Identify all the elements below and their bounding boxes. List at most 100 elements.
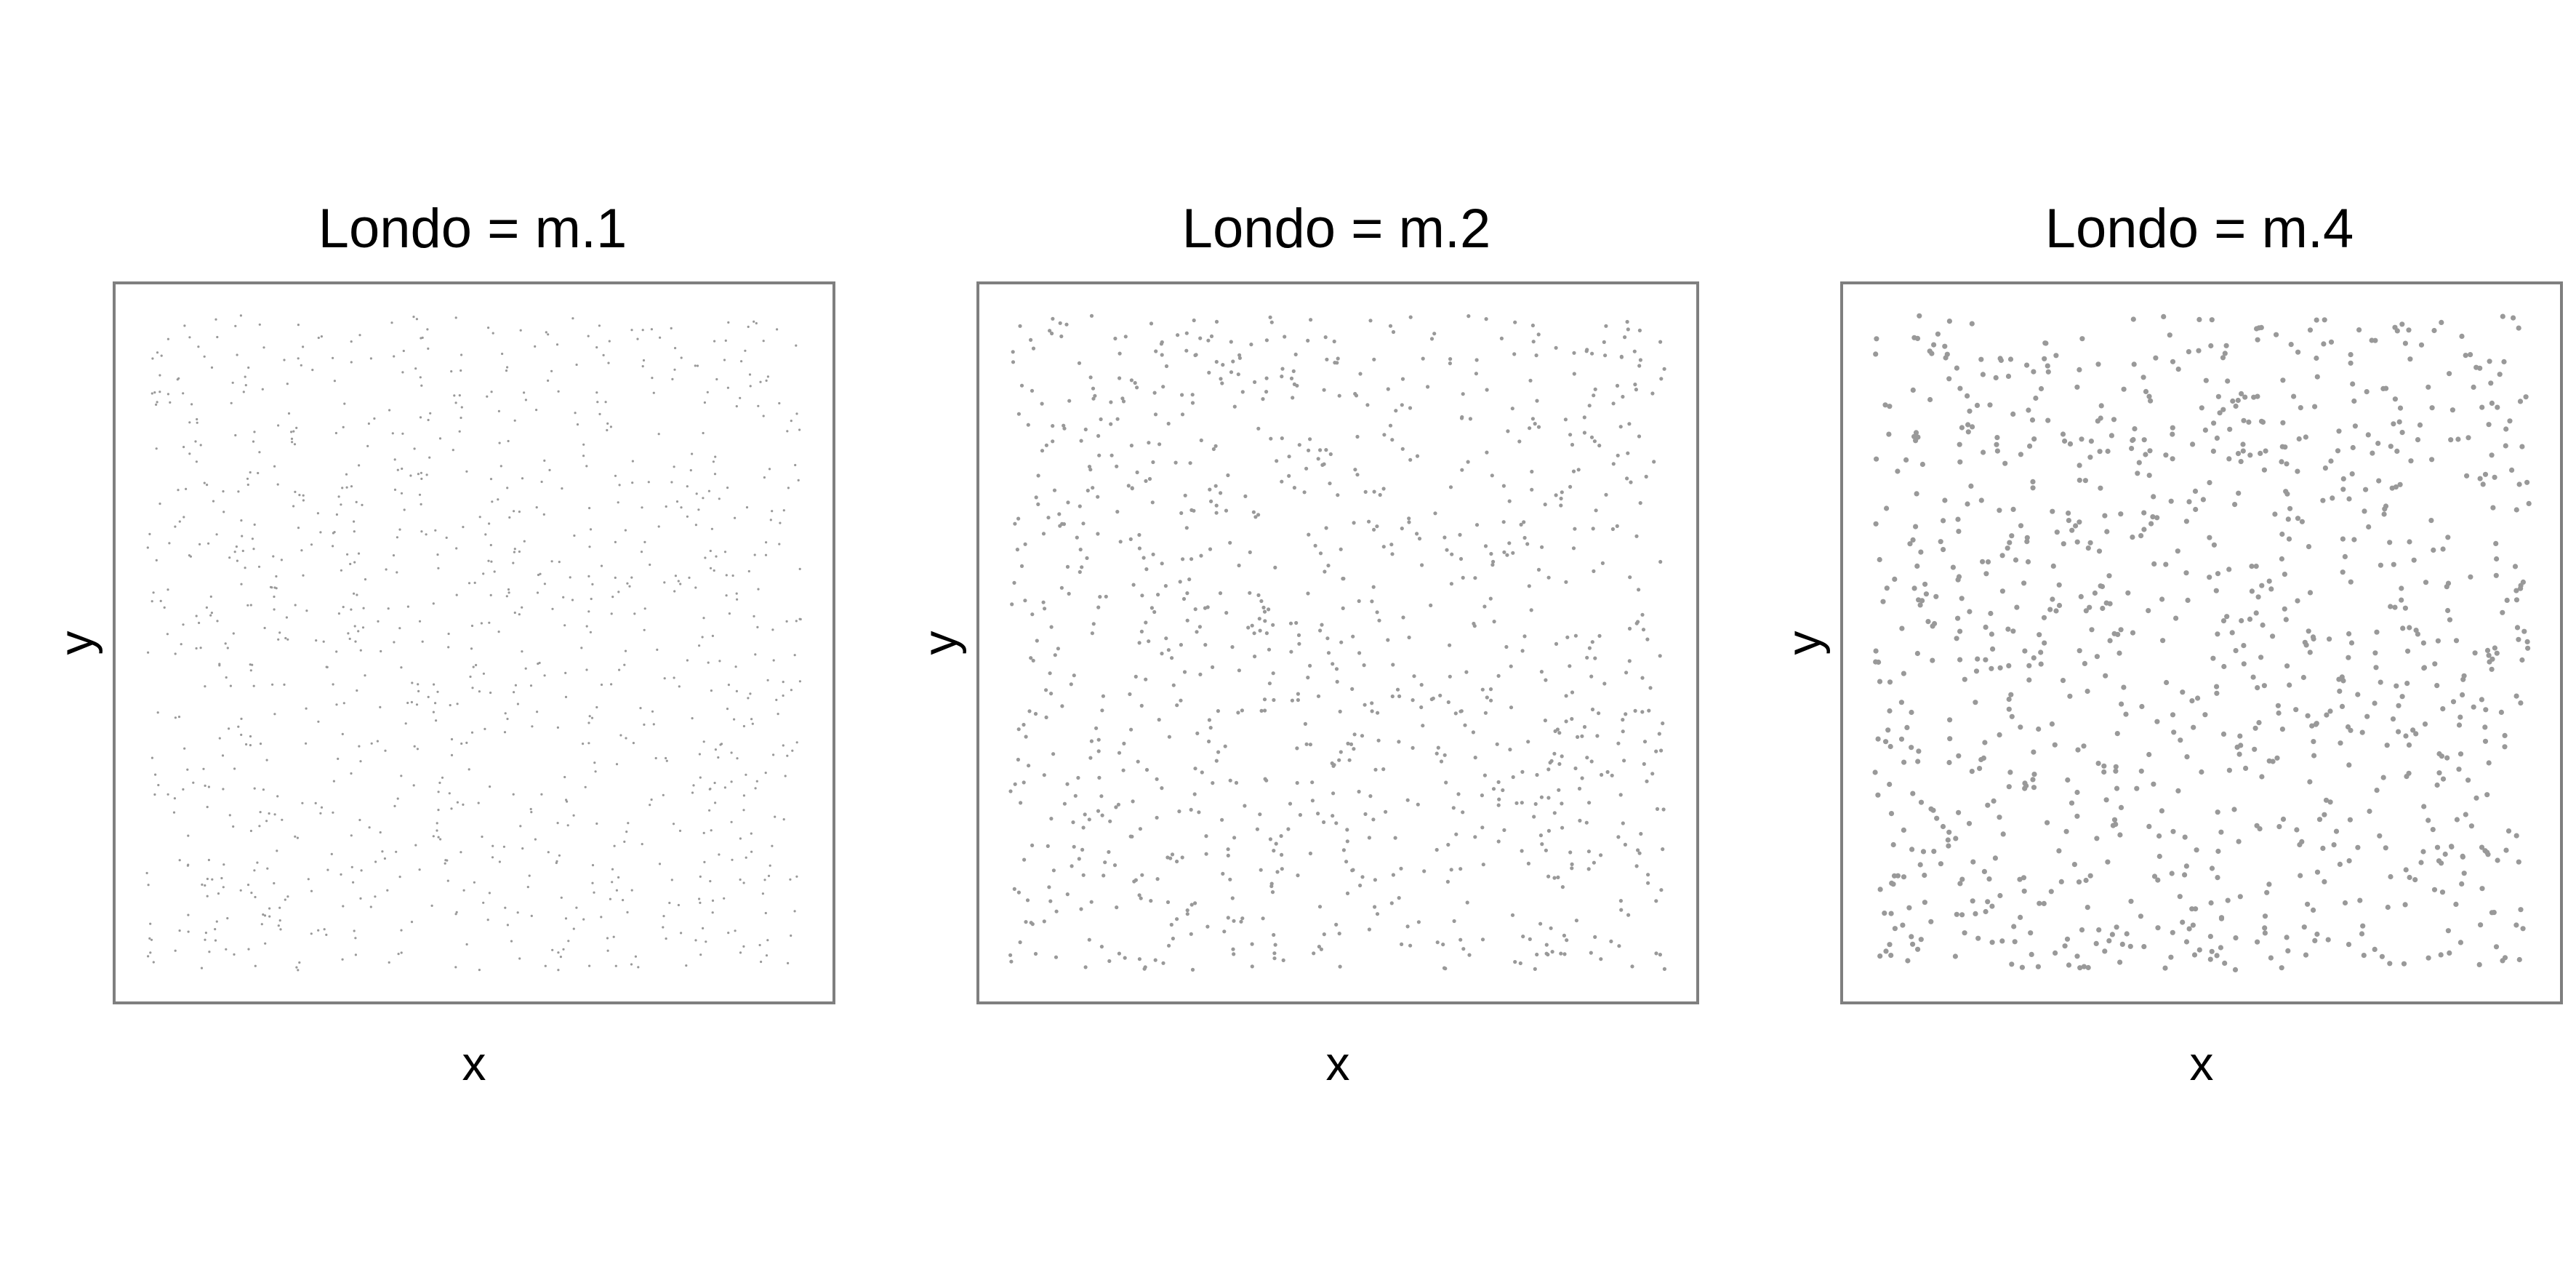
scatter-point [1170,656,1174,660]
scatter-point [1015,548,1019,552]
scatter-point [1041,532,1046,536]
scatter-point [187,863,190,866]
scatter-point [548,468,551,472]
scatter-point [1313,543,1317,548]
scatter-point [419,416,422,419]
scatter-point [1405,798,1410,802]
scatter-point [1507,499,1512,503]
scatter-point [188,421,191,424]
scatter-point [2160,638,2166,644]
scatter-point [1446,700,1450,705]
scatter-point [254,895,257,899]
scatter-point [1459,416,1464,420]
scatter-point [296,836,299,839]
scatter-point [326,868,329,871]
scatter-point [1618,899,1623,903]
scatter-point [1400,942,1404,946]
scatter-point [2184,754,2190,760]
scatter-point [1194,353,1198,357]
scatter-point [2050,596,2055,602]
scatter-point [2295,349,2301,355]
scatter-point [1496,673,1501,679]
scatter-point [2346,762,2352,768]
scatter-point [1304,466,1309,471]
scatter-point [1283,335,1287,339]
scatter-point [1560,885,1565,889]
scatter-point [2394,448,2400,455]
scatter-point [292,505,295,508]
scatter-point [462,889,465,892]
scatter-point [2322,812,2327,817]
scatter-point [2483,707,2489,713]
scatter-point [1662,967,1666,971]
scatter-point [273,881,276,885]
scatter-point [2106,938,2112,944]
scatter-point [1027,709,1032,713]
scatter-point [1582,431,1586,435]
scatter-point [1138,827,1142,831]
scatter-point [1355,473,1360,477]
scatter-point [790,934,793,937]
scatter-point [1965,501,1970,507]
scatter-point [398,876,401,879]
scatter-point [786,430,789,433]
scatter-point [1349,742,1354,746]
scatter-point [2314,317,2319,323]
scatter-point [2489,452,2495,458]
scatter-point [412,784,415,787]
scatter-point [2185,597,2191,604]
scatter-point [662,793,665,796]
scatter-point [310,543,313,546]
scatter-point [1118,351,1122,356]
scatter-point [398,528,401,531]
scatter-point [2255,685,2260,691]
scatter-point [333,380,336,383]
scatter-point [2288,342,2294,348]
scatter-point [2047,607,2053,612]
scatter-point [1376,711,1380,715]
scatter-point [2324,712,2330,718]
scatter-point [643,723,646,727]
scatter-point [582,455,585,457]
scatter-point [591,881,594,884]
scatter-point [1466,460,1470,464]
scatter-point [1228,540,1232,545]
scatter-point [1602,340,1606,344]
scatter-point [2348,727,2354,733]
scatter-point [2199,769,2204,775]
scatter-point [2283,489,2289,495]
scatter-point [1089,900,1094,904]
scatter-point [1562,952,1567,956]
scatter-point [455,911,458,913]
scatter-point [404,722,407,725]
scatter-point [2074,789,2080,796]
scatter-point [2175,367,2181,372]
scatter-point [2306,544,2312,550]
scatter-point [1965,429,1971,435]
scatter-point [1253,380,1257,385]
scatter-point [292,430,295,433]
scatter-point [1451,806,1456,810]
scatter-point [762,340,765,343]
scatter-point [334,431,337,435]
scatter-point [1978,356,1984,362]
scatter-point [414,367,417,370]
scatter-point [557,390,560,393]
scatter-point [1098,595,1102,599]
scatter-point [1586,849,1591,854]
scatter-point [1137,641,1141,645]
scatter-point [353,520,356,523]
scatter-point [2208,900,2214,906]
scatter-point [678,685,681,688]
scatter-point [1654,749,1658,753]
scatter-point [656,648,659,652]
scatter-point [766,375,769,378]
scatter-point [1358,372,1363,376]
scatter-point [210,612,213,615]
scatter-point [662,915,665,918]
scatter-point [2302,639,2308,645]
scatter-point [1237,668,1241,673]
scatter-point [2403,733,2409,739]
scatter-point [1251,510,1256,514]
